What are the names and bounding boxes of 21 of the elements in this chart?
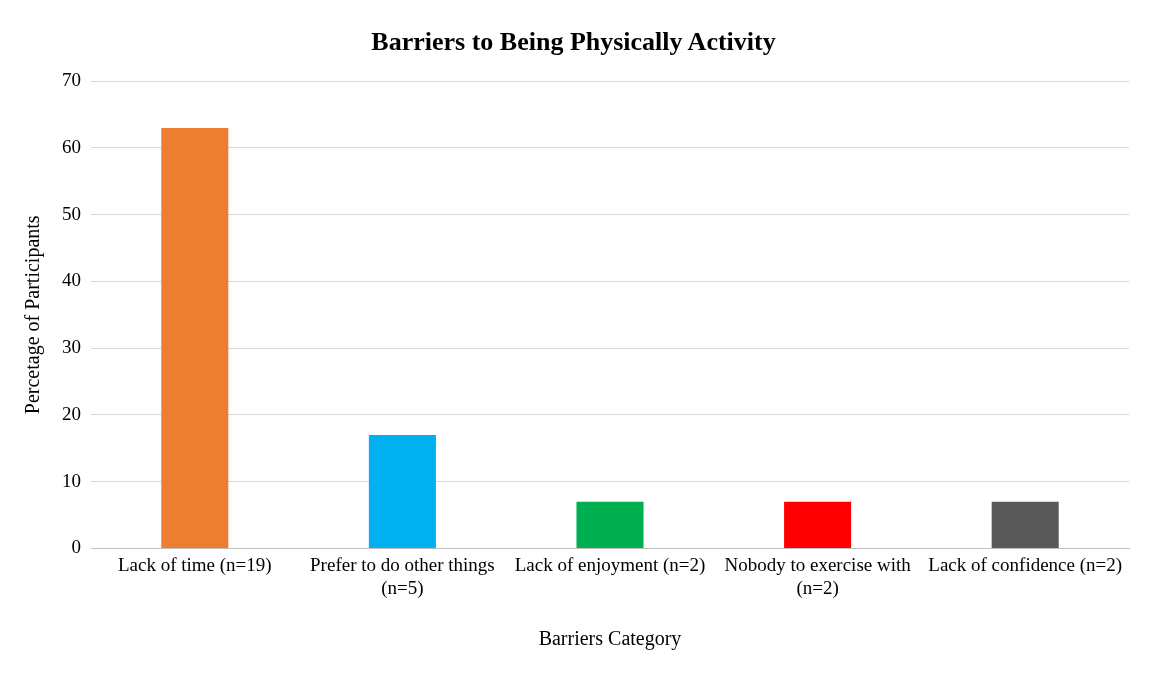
bar	[784, 501, 852, 548]
y-tick-label: 30	[62, 336, 81, 358]
y-tick-label: 40	[62, 269, 81, 291]
y-tick-label: 20	[62, 402, 81, 424]
x-tick-label: Nobody to exercise with (n=2)	[724, 553, 912, 599]
bar	[991, 501, 1059, 548]
x-axis-title: Barriers Category	[538, 627, 682, 651]
y-tick-label: 0	[71, 536, 81, 558]
bar	[576, 501, 644, 548]
chart-title: Barriers to Being Physically Activity	[371, 27, 776, 57]
y-axis-title: Percetage of Participants	[21, 215, 45, 415]
x-tick-label: Prefer to do other things (n=5)	[310, 553, 495, 599]
bar	[368, 434, 436, 548]
y-tick-label: 60	[62, 135, 81, 157]
x-tick-label: Lack of time (n=19)	[117, 553, 272, 576]
x-tick-label: Lack of confidence (n=2)	[928, 553, 1123, 576]
y-tick-label: 70	[62, 69, 81, 91]
x-tick-label: Lack of enjoyment (n=2)	[514, 553, 706, 576]
bar	[161, 127, 229, 548]
y-tick-label: 50	[62, 202, 81, 224]
y-tick-label: 10	[62, 469, 81, 491]
